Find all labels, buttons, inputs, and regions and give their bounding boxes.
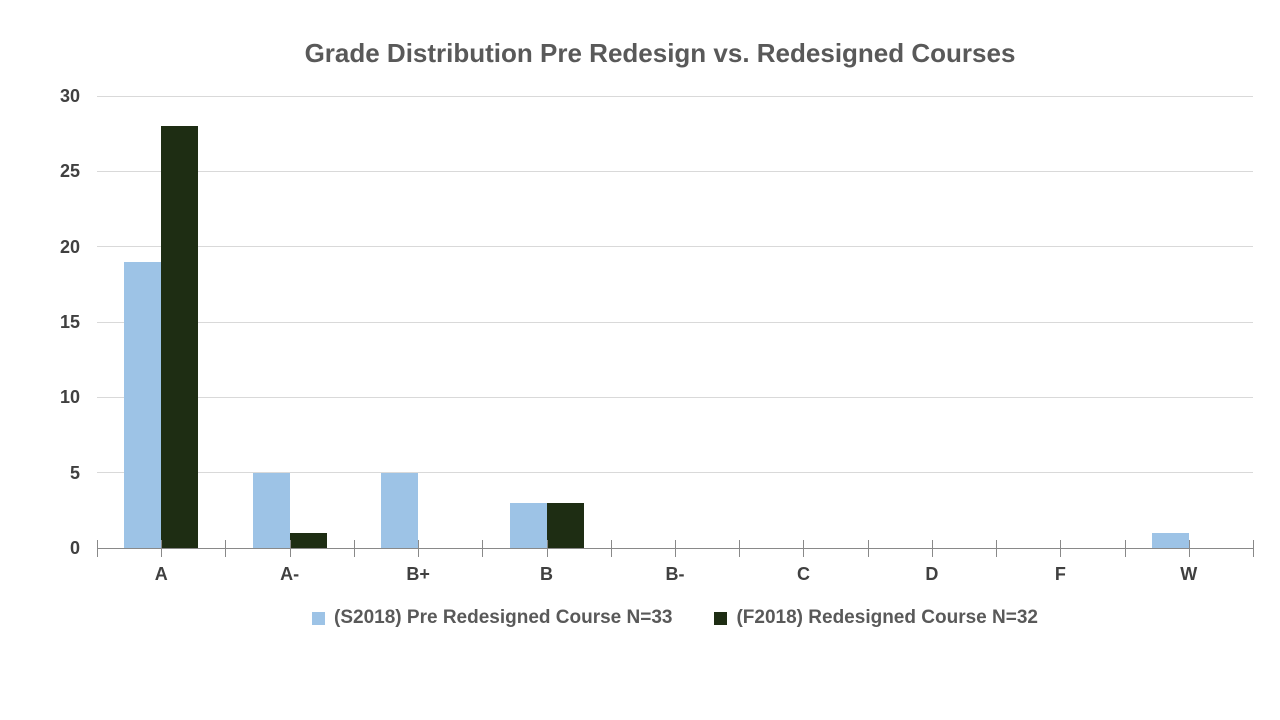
x-axis-tick <box>97 540 98 557</box>
gridline-y-15 <box>97 321 1253 323</box>
legend-label: (S2018) Pre Redesigned Course N=33 <box>334 607 673 628</box>
x-axis-tick <box>1253 540 1254 557</box>
chart-title: Grade Distribution Pre Redesign vs. Rede… <box>304 38 1016 68</box>
y-axis-tick-label: 0 <box>69 538 80 558</box>
x-axis-category-label: B <box>540 564 554 584</box>
x-axis-category-label: A <box>154 564 168 584</box>
x-axis-tick <box>353 540 355 557</box>
bar-s2018-B <box>509 502 547 548</box>
x-axis-category-label: B- <box>665 564 685 584</box>
gridline-y-20 <box>97 246 1253 248</box>
x-axis-tick <box>931 540 933 557</box>
y-axis-tick-label: 30 <box>59 86 80 106</box>
x-axis-tick <box>610 540 612 557</box>
x-axis-tick <box>1188 540 1190 557</box>
x-axis-tick <box>289 540 291 557</box>
x-axis-tick <box>161 540 163 557</box>
x-axis-category-label: D <box>925 564 939 584</box>
legend-item-f2018: (F2018) Redesigned Course N=32 <box>714 606 1038 630</box>
x-axis-category-label: F <box>1054 564 1066 584</box>
y-axis-tick-label: 15 <box>59 312 80 332</box>
x-axis-tick <box>739 540 741 557</box>
bar-s2018-W <box>1151 532 1189 548</box>
legend-swatch-icon <box>312 611 326 625</box>
bar-f2018-A- <box>289 532 327 548</box>
x-axis-category-label: A- <box>280 564 300 584</box>
x-axis-tick <box>546 540 548 557</box>
bar-f2018-A <box>161 126 199 548</box>
x-axis-tick <box>418 540 420 557</box>
gridline-y-10 <box>97 396 1253 398</box>
y-axis-tick-label: 10 <box>59 387 80 408</box>
legend-item-s2018: (S2018) Pre Redesigned Course N=33 <box>312 606 672 630</box>
x-axis-tick <box>867 540 869 557</box>
legend-label: (F2018) Redesigned Course N=32 <box>736 607 1038 628</box>
gridline-y-25 <box>97 170 1253 172</box>
x-axis-category-label: W <box>1180 564 1198 584</box>
x-axis-tick <box>1060 540 1062 557</box>
legend: (S2018) Pre Redesigned Course N=33 (F2018… <box>97 606 1253 630</box>
x-axis-category-label: C <box>796 564 810 584</box>
x-axis-tick <box>225 540 227 557</box>
bar-f2018-B <box>546 502 584 548</box>
y-axis-tick-label: 5 <box>69 462 80 483</box>
x-axis-tick <box>675 540 676 557</box>
x-axis-tick <box>482 540 484 557</box>
bar-s2018-A- <box>252 472 290 548</box>
legend-swatch-icon <box>714 611 728 625</box>
y-axis-tick-label: 20 <box>59 236 80 257</box>
x-axis-tick <box>1124 540 1126 557</box>
x-axis-tick <box>803 540 805 557</box>
gridline-y-5 <box>97 472 1253 474</box>
y-axis-tick-label: 25 <box>59 161 80 182</box>
bar-s2018-B+ <box>381 472 419 548</box>
gridline-y-30 <box>97 95 1253 97</box>
bar-s2018-A <box>124 261 162 548</box>
x-axis-category-label: B+ <box>406 564 430 584</box>
x-axis-tick <box>996 540 998 557</box>
